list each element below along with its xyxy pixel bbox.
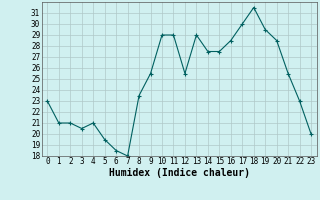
X-axis label: Humidex (Indice chaleur): Humidex (Indice chaleur) [109,168,250,178]
